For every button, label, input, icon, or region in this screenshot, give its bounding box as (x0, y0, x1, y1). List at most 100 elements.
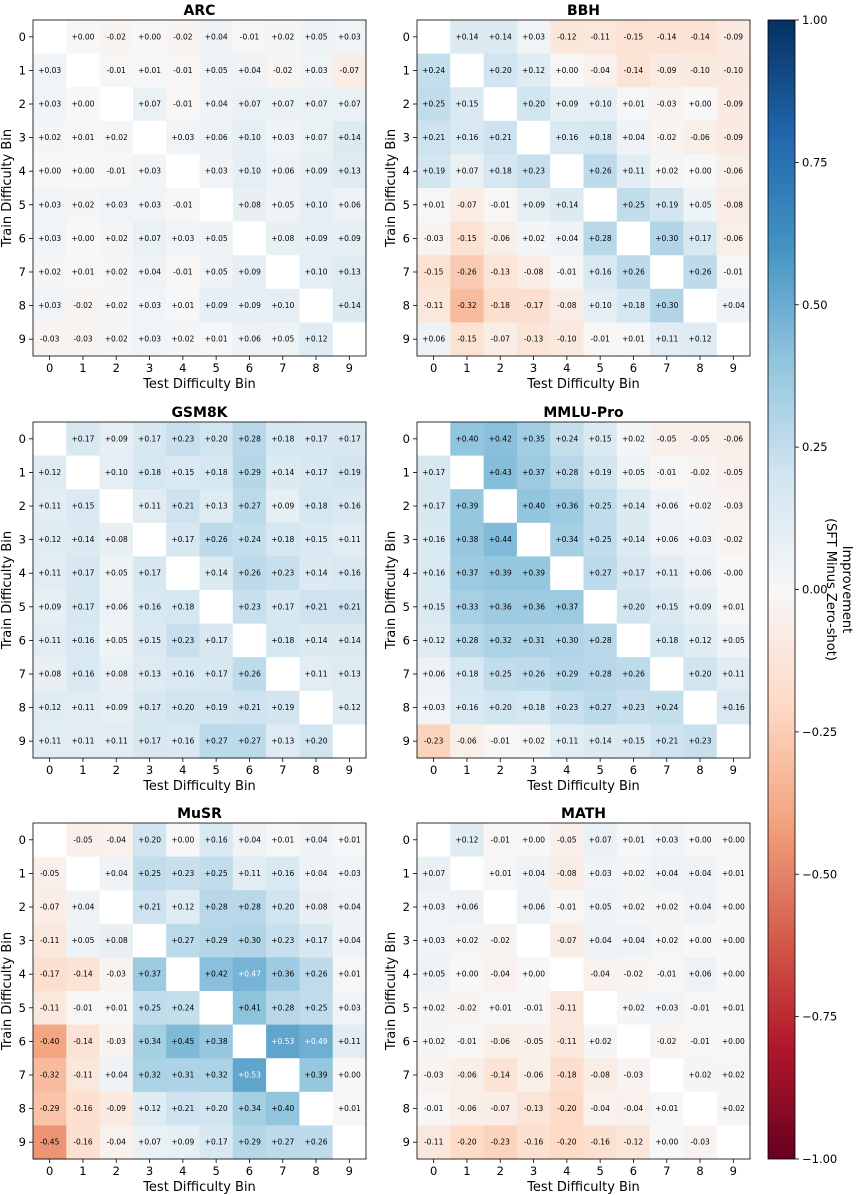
cell-value-label: +0.01 (722, 1003, 745, 1012)
cell-value-label: +0.16 (455, 703, 478, 712)
y-tick-label: 1 (403, 63, 410, 77)
cell-value-label: +0.02 (105, 133, 128, 142)
cell-value-label: +0.05 (71, 936, 94, 945)
x-tick-label: 8 (696, 361, 703, 375)
y-tick-label: 7 (19, 667, 26, 681)
cell-value-label: +0.16 (171, 670, 194, 679)
cell-value-label: +0.03 (38, 234, 61, 243)
x-tick-label: 1 (79, 763, 86, 777)
heatmap-cell (66, 221, 101, 256)
cell-value-label: +0.09 (271, 502, 294, 511)
cell-value-label: +0.18 (655, 636, 678, 645)
cell-value-label: +0.03 (338, 869, 361, 878)
cell-value-label: +0.13 (205, 502, 228, 511)
heatmap-cell (483, 590, 518, 625)
heatmap-cell (132, 221, 167, 256)
heatmap-cell (616, 188, 651, 223)
cell-value-label: +0.05 (689, 200, 712, 209)
y-tick-label: 2 (403, 499, 410, 513)
cell-value-label: +0.17 (689, 234, 712, 243)
cell-value-label: +0.25 (589, 502, 612, 511)
heatmap-cell (299, 657, 334, 692)
cell-value-label: +0.20 (489, 703, 512, 712)
cell-value-label: +0.10 (305, 200, 328, 209)
cell-value-label: +0.10 (589, 301, 612, 310)
heatmap-cell (232, 590, 267, 625)
heatmap-cell (550, 823, 585, 858)
cell-value-label: +0.07 (138, 1138, 161, 1147)
cell-value-label: -0.03 (624, 1071, 644, 1080)
cell-value-label: +0.02 (38, 268, 61, 277)
heatmap-cell (616, 455, 651, 490)
heatmap-cell (483, 1058, 518, 1093)
cell-value-label: +0.20 (171, 703, 194, 712)
heatmap-cell (99, 991, 134, 1026)
cell-value-label: +0.53 (271, 1037, 294, 1046)
heatmap-cell (66, 556, 101, 591)
cell-value-label: -0.05 (73, 835, 93, 844)
y-tick-label: 3 (19, 533, 26, 547)
cell-value-label: +0.07 (138, 100, 161, 109)
x-tick-label: 3 (530, 361, 537, 375)
heatmap-cell (299, 724, 334, 759)
plot-frame (416, 19, 751, 357)
cell-value-label: +0.26 (689, 268, 712, 277)
cell-value-label: +0.13 (138, 670, 161, 679)
heatmap-cell (716, 823, 751, 858)
cell-value-label: +0.11 (38, 636, 61, 645)
heatmap-cell (132, 623, 167, 658)
cell-value-label: +0.15 (455, 100, 478, 109)
heatmap-cell (683, 957, 718, 992)
cell-value-label: +0.26 (622, 268, 645, 277)
heatmap-cell (516, 991, 551, 1026)
heatmap-cell (516, 590, 551, 625)
heatmap-cell (232, 53, 267, 88)
heatmap-cell (583, 489, 618, 524)
x-tick-label: 4 (179, 361, 186, 375)
cell-value-label: +0.38 (205, 1037, 228, 1046)
heatmap-cell (483, 957, 518, 992)
heatmap-cell (683, 87, 718, 122)
heatmap-cell (266, 724, 300, 759)
cell-value-label: +0.06 (522, 903, 545, 912)
heatmap-cell (232, 923, 267, 958)
heatmap-cell (583, 823, 618, 858)
cell-value-label: +0.04 (555, 234, 578, 243)
cell-value-label: +0.02 (38, 133, 61, 142)
heatmap-cell (650, 522, 684, 557)
heatmap-cell (716, 154, 751, 189)
cell-value-label: +0.15 (622, 737, 645, 746)
cell-value-label: -0.13 (524, 1104, 544, 1113)
x-tick-label: 2 (113, 1164, 120, 1178)
cell-value-label: -0.07 (557, 936, 577, 945)
heatmap-cell (166, 422, 201, 457)
cell-value-label: -0.14 (491, 1071, 511, 1080)
cell-value-label: -0.02 (657, 1037, 677, 1046)
heatmap-cell (716, 120, 751, 155)
x-tick-label: 9 (346, 1164, 353, 1178)
heatmap-cell (266, 20, 300, 55)
heatmap-cell (33, 856, 67, 891)
cell-value-label: +0.28 (238, 434, 261, 443)
cell-value-label: -0.03 (107, 1037, 127, 1046)
x-tick-label: 1 (463, 763, 470, 777)
cell-value-label: -0.06 (491, 1037, 511, 1046)
heatmap-cell (516, 221, 551, 256)
cell-value-label: +0.11 (105, 737, 128, 746)
cell-value-label: -0.06 (724, 234, 744, 243)
cell-value-label: -0.03 (657, 100, 677, 109)
heatmap-cell (417, 322, 451, 357)
heatmap-cell (650, 87, 684, 122)
cell-value-label: +0.27 (589, 569, 612, 578)
heatmap-cell (232, 489, 267, 524)
heatmap-cell (33, 188, 67, 223)
cell-value-label: +0.02 (105, 335, 128, 344)
heatmap-cell (683, 623, 718, 658)
cell-value-label: +0.00 (555, 66, 578, 75)
cell-value-label: +0.07 (589, 835, 612, 844)
heatmap-cell (583, 590, 618, 625)
heatmap-cell (332, 221, 367, 256)
heatmap-cell (450, 120, 485, 155)
cell-value-label: +0.12 (689, 335, 712, 344)
x-tick-label: 9 (346, 361, 353, 375)
